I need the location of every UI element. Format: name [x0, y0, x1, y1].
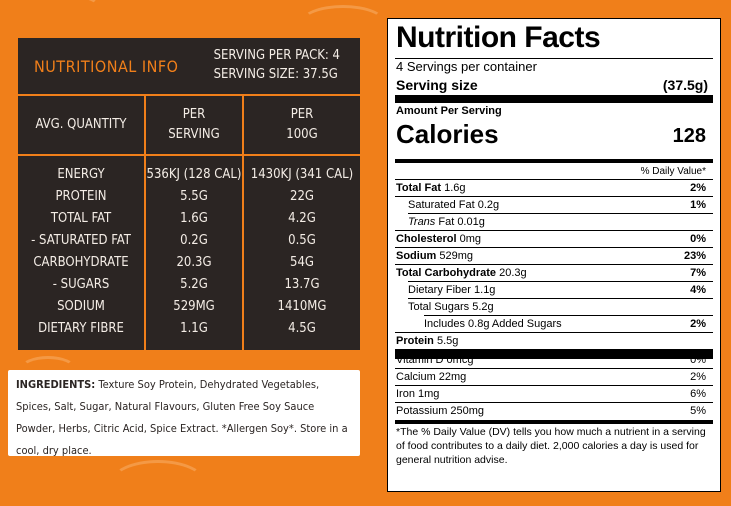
nutrition-facts-label: Nutrition Facts 4 Servings per container… [387, 18, 721, 492]
divider [395, 402, 713, 403]
row-total-fat: Total Fat 1.6g 2% [396, 182, 706, 194]
decorative-squiggle [0, 0, 106, 36]
divider [395, 196, 713, 197]
au-row-saturated-fat: - Saturated Fat 0.2g 0.5g [31, 233, 316, 248]
thick-divider [395, 349, 713, 359]
ingredients-box: Ingredients: Texture Soy Protein, Dehydr… [8, 370, 360, 457]
thick-divider [395, 95, 713, 103]
medium-divider [395, 159, 713, 163]
column-divider [242, 94, 244, 350]
column-divider [144, 94, 146, 350]
au-row-dietary-fibre: Dietary Fibre 1.1g 4.5g [38, 321, 316, 336]
au-row-energy: Energy 536kJ (128 cal) 1430kJ (341 cal) [57, 167, 354, 182]
divider [408, 281, 713, 282]
divider [395, 368, 713, 369]
au-panel-header: Nutritional Info Serving per pack: 4 Ser… [18, 38, 360, 96]
amount-per-serving: Amount Per Serving [396, 105, 502, 117]
column-header-per-100g: Per 100g [244, 96, 360, 156]
daily-value-footnote: *The % Daily Value (DV) tells you how mu… [396, 426, 706, 466]
medium-divider [395, 420, 713, 424]
divider [395, 385, 713, 386]
divider [395, 230, 713, 231]
row-added-sugars: Includes 0.8g Added Sugars 2% [424, 318, 706, 330]
decorative-squiggle [300, 5, 386, 41]
row-total-carbohydrate: Total Carbohydrate 20.3g 7% [396, 267, 706, 279]
row-iron: Iron 1mg 6% [396, 388, 706, 400]
row-calcium: Calcium 22mg 2% [396, 371, 706, 383]
au-row-protein: Protein 5.5g 22g [55, 189, 314, 204]
calories-label: Calories [396, 119, 499, 149]
divider [395, 58, 713, 59]
row-protein: Protein 5.5g [396, 335, 459, 347]
row-potassium: Potassium 250mg 5% [396, 405, 706, 417]
divider [395, 179, 713, 180]
serving-size: Serving size: 37.5g [213, 67, 338, 82]
au-row-sugars: - Sugars 5.2g 13.7g [52, 277, 320, 292]
serving-size-value: (37.5g) [662, 77, 708, 93]
divider [395, 264, 713, 265]
ingredients-text: Texture Soy Protein, Dehydrated Vegetabl… [16, 378, 348, 457]
au-panel-title: Nutritional Info [34, 57, 179, 76]
calories-value: 128 [672, 125, 706, 147]
row-dietary-fiber: Dietary Fiber 1.1g 4% [408, 284, 706, 296]
daily-value-header: % Daily Value* [640, 166, 706, 177]
row-cholesterol: Cholesterol 0mg 0% [396, 233, 706, 245]
serving-size-label: Serving size [396, 77, 478, 93]
au-row-total-fat: Total Fat 1.6g 4.2g [50, 211, 316, 226]
column-header-per-serving: Per Serving [146, 96, 242, 156]
au-serving-info: Serving per pack: 4 Serving size: 37.5g [214, 46, 340, 84]
divider [424, 315, 713, 316]
row-saturated-fat: Saturated Fat 0.2g 1% [408, 199, 706, 211]
au-row-carbohydrate: Carbohydrate 20.3g 54g [33, 255, 314, 270]
decorative-squiggle [110, 460, 206, 506]
nutritional-info-panel: Nutritional Info Serving per pack: 4 Ser… [18, 38, 360, 350]
divider [395, 332, 713, 333]
ingredients-heading: Ingredients: [16, 378, 96, 391]
row-trans-fat: Trans Fat 0.01g [408, 216, 485, 228]
divider [395, 247, 713, 248]
divider [408, 298, 713, 299]
row-sodium: Sodium 529mg 23% [396, 250, 706, 262]
divider [408, 213, 713, 214]
column-header-quantity: Avg. Quantity [18, 96, 144, 156]
decorative-squiggle [20, 356, 76, 382]
row-total-sugars: Total Sugars 5.2g [408, 301, 494, 313]
row-vitamin-d: Vitamin D 0mcg 0% [396, 354, 706, 366]
serving-per-pack: Serving per pack: 4 [213, 48, 340, 63]
servings-per-container: 4 Servings per container [396, 59, 537, 74]
au-row-sodium: Sodium 529mg 1410mg [57, 299, 327, 314]
nutrition-facts-title: Nutrition Facts [396, 21, 601, 54]
